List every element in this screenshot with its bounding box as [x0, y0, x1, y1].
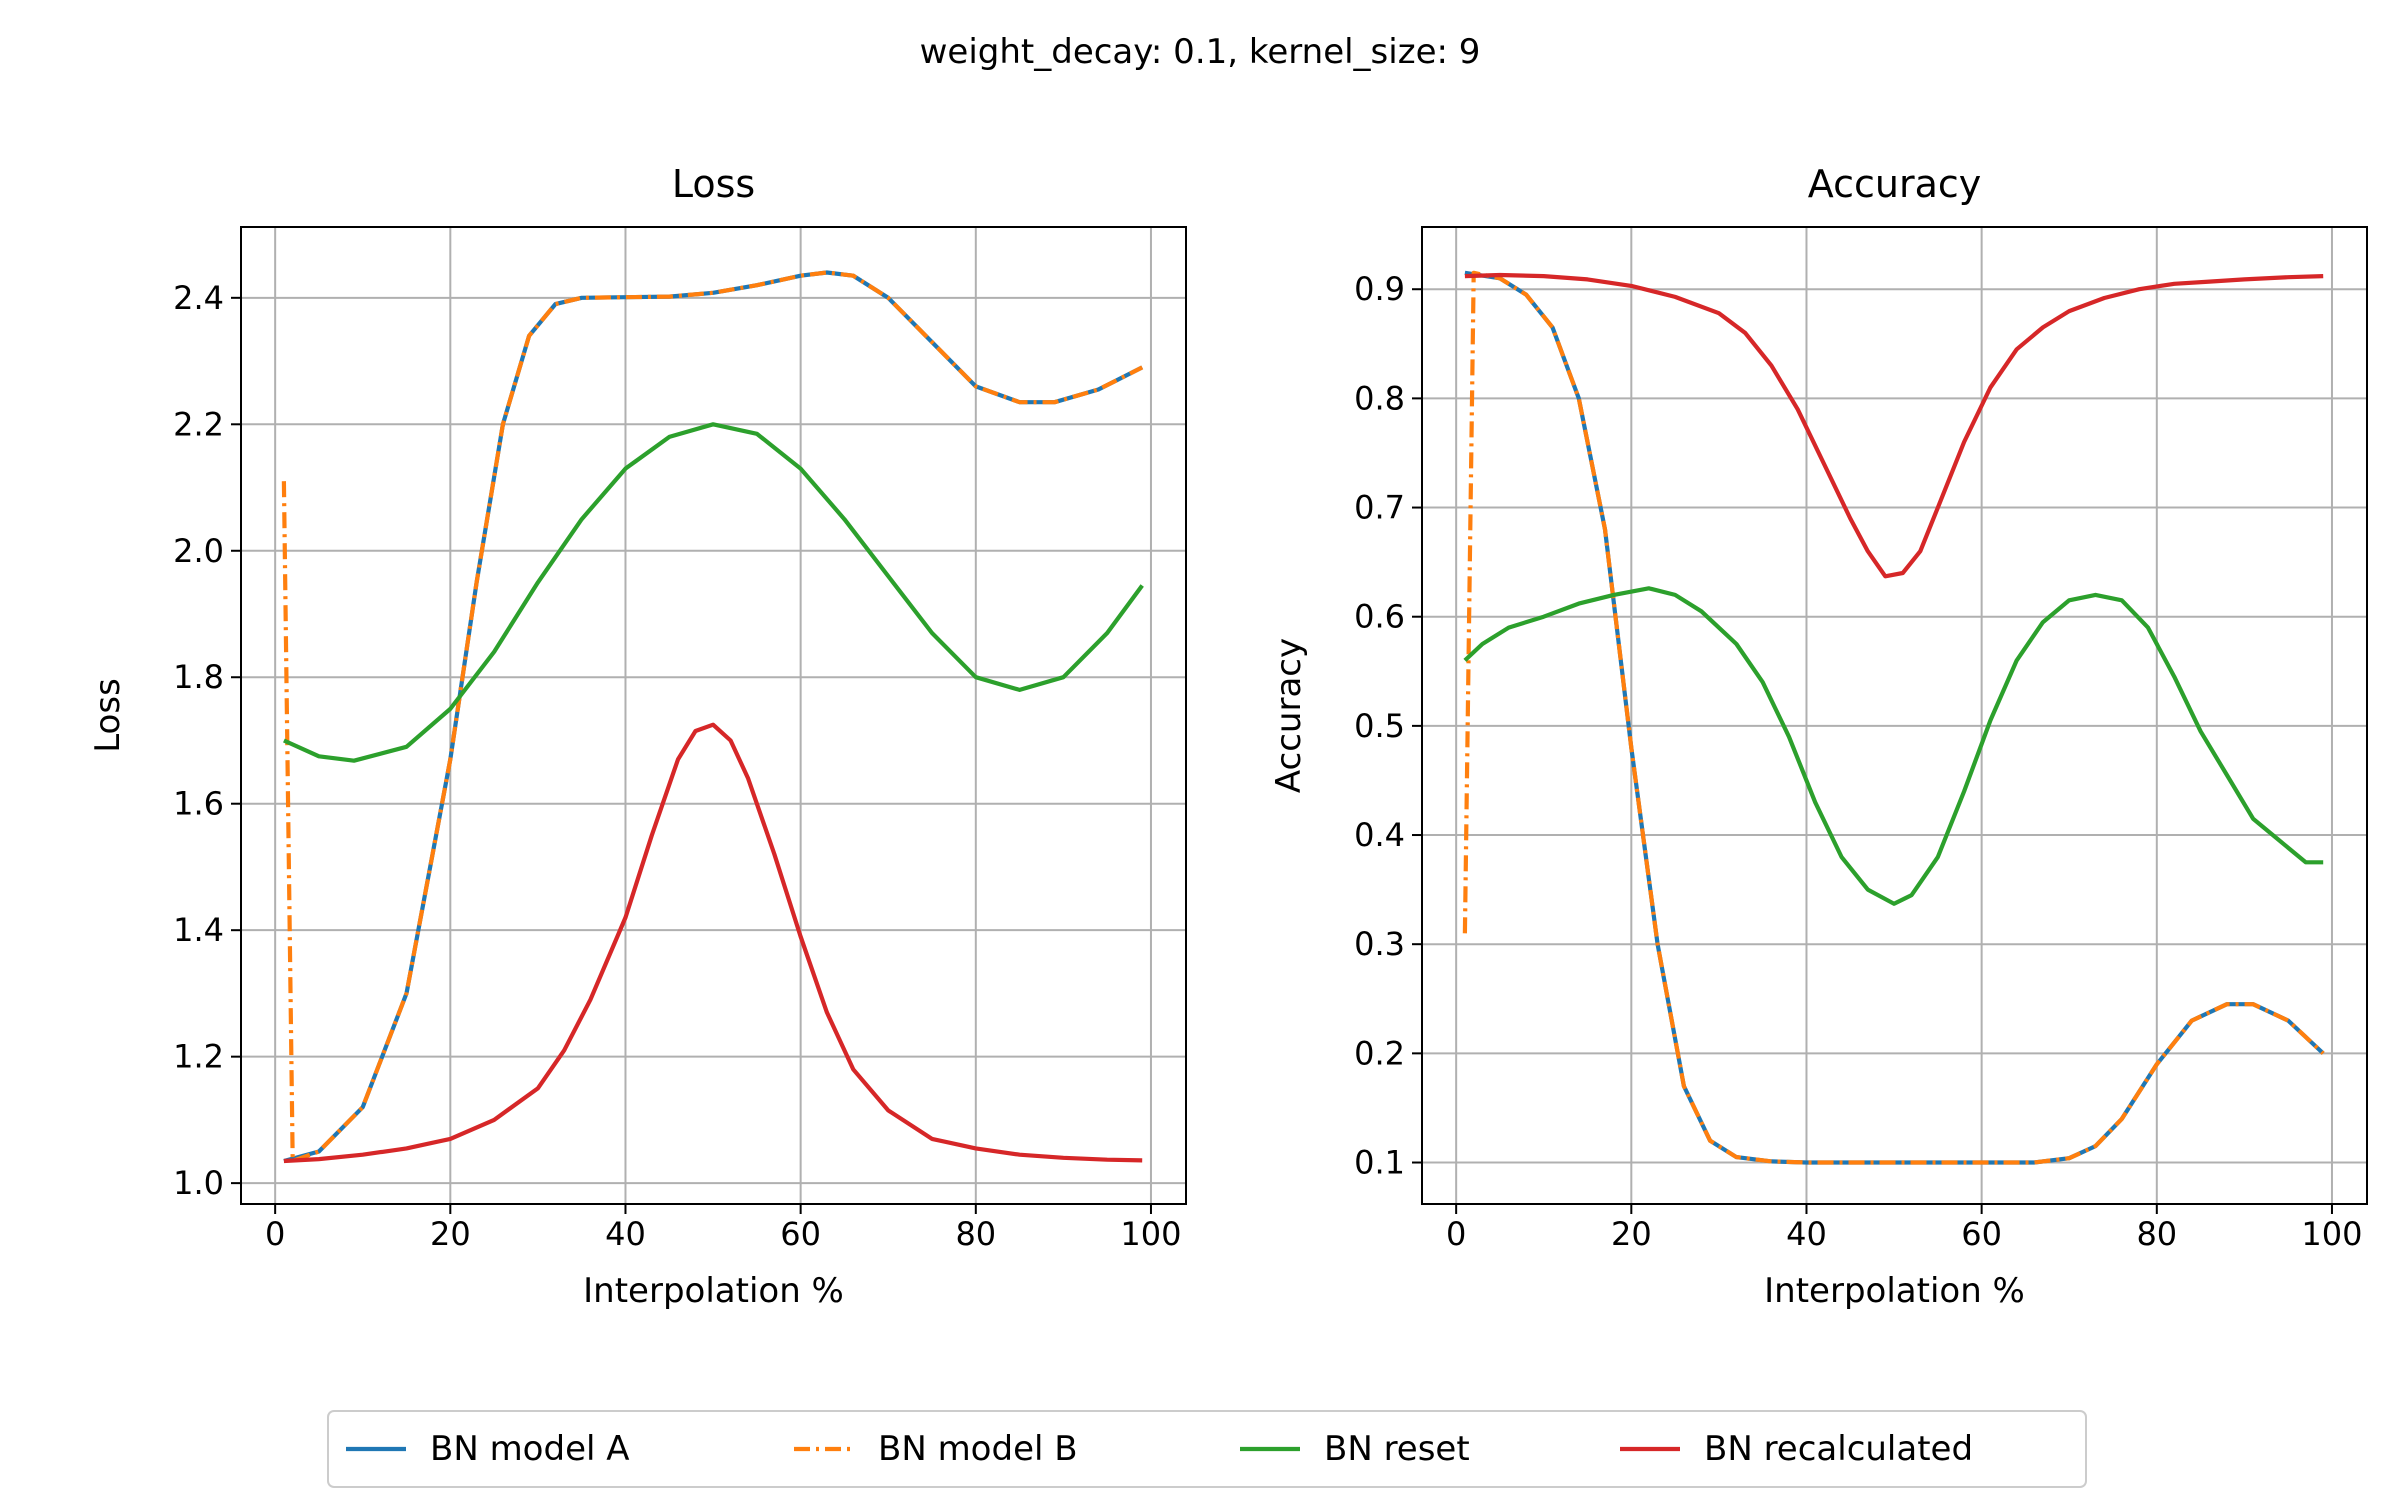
- chart-loss: 0 20 40 60 80 100 1.0 1.2 1.4 1.6 1.8 2.0 2.2 2.4 Loss…: [88, 162, 1187, 1311]
- y-tick-label: 0.7: [1354, 489, 1405, 527]
- x-tick-label: 40: [605, 1215, 646, 1253]
- figure-suptitle: weight_decay: 0.1, kernel_size: 9: [920, 32, 1481, 72]
- x-tick-label: 0: [265, 1215, 285, 1253]
- y-tick-label: 0.4: [1354, 816, 1405, 854]
- series-line-bn-model-b: [1462, 270, 2325, 1165]
- legend: BN model A BN model B BN reset BN recalcula…: [327, 1410, 2087, 1488]
- x-tick-label: 60: [1961, 1215, 2002, 1253]
- series-group: [281, 270, 1144, 1164]
- series-line-bn-reset: [283, 422, 1144, 763]
- y-tick-label: 2.2: [173, 405, 224, 443]
- x-axis-label: Interpolation %: [1764, 1271, 2025, 1311]
- axes-frame: [240, 226, 1187, 1205]
- y-tick-label: 2.4: [173, 279, 224, 317]
- y-tick-label: 0.2: [1354, 1034, 1405, 1072]
- y-tick-label: 0.3: [1354, 925, 1405, 963]
- x-tick-label: 80: [955, 1215, 996, 1253]
- y-tick-label: 0.1: [1354, 1144, 1405, 1182]
- grid: [1422, 227, 2367, 1204]
- legend-entry: BN reset: [1240, 1429, 1470, 1469]
- legend-entry: BN model A: [346, 1429, 630, 1469]
- series-line-bn-recalculated: [283, 722, 1143, 1164]
- y-tick-label: 1.2: [173, 1038, 224, 1076]
- axes-frame: [1421, 226, 2368, 1205]
- x-tick-label: 40: [1786, 1215, 1827, 1253]
- y-tick-label: 0.5: [1354, 707, 1405, 745]
- chart-title: Accuracy: [1808, 162, 1982, 206]
- y-tick-label: 2.0: [173, 532, 224, 570]
- y-tick-label: 1.4: [173, 911, 224, 949]
- legend-label: BN model B: [878, 1429, 1078, 1469]
- legend-entry: BN model B: [794, 1429, 1078, 1469]
- x-tick-label: 60: [780, 1215, 821, 1253]
- legend-label: BN model A: [430, 1429, 630, 1469]
- x-tick-label: 100: [1120, 1215, 1181, 1253]
- x-tick-label: 80: [2136, 1215, 2177, 1253]
- x-tick-label: 20: [1611, 1215, 1652, 1253]
- legend-label: BN reset: [1324, 1429, 1470, 1469]
- y-tick-label: 1.6: [173, 785, 224, 823]
- legend-label: BN recalculated: [1704, 1429, 1973, 1469]
- legend-entry: BN recalculated: [1620, 1429, 1973, 1469]
- chart-title: Loss: [672, 162, 755, 206]
- chart-accuracy: 0 20 40 60 80 100 0.1 0.2 0.3 0.4 0.5 0.6 0.7 0.8 0.9 A…: [1269, 162, 2368, 1311]
- x-axis-label: Interpolation %: [583, 1271, 844, 1311]
- series-line-bn-reset: [1463, 586, 2324, 906]
- y-tick-label: 0.9: [1354, 270, 1405, 308]
- y-axis-label: Accuracy: [1269, 638, 1309, 793]
- x-tick-label: 20: [430, 1215, 471, 1253]
- x-tick-label: 100: [2301, 1215, 2362, 1253]
- y-tick-label: 1.0: [173, 1164, 224, 1202]
- y-tick-label: 1.8: [173, 658, 224, 696]
- legend-frame: [327, 1410, 2087, 1488]
- series-line-bn-model-b: [281, 270, 1144, 1164]
- y-axis-label: Loss: [88, 678, 128, 753]
- x-tick-label: 0: [1446, 1215, 1466, 1253]
- series-line-bn-recalculated: [1464, 272, 2324, 579]
- y-tick-label: 0.8: [1354, 379, 1405, 417]
- series-group: [1462, 270, 2325, 1165]
- y-tick-label: 0.6: [1354, 598, 1405, 636]
- series-line-bn-model-a: [283, 270, 1144, 1164]
